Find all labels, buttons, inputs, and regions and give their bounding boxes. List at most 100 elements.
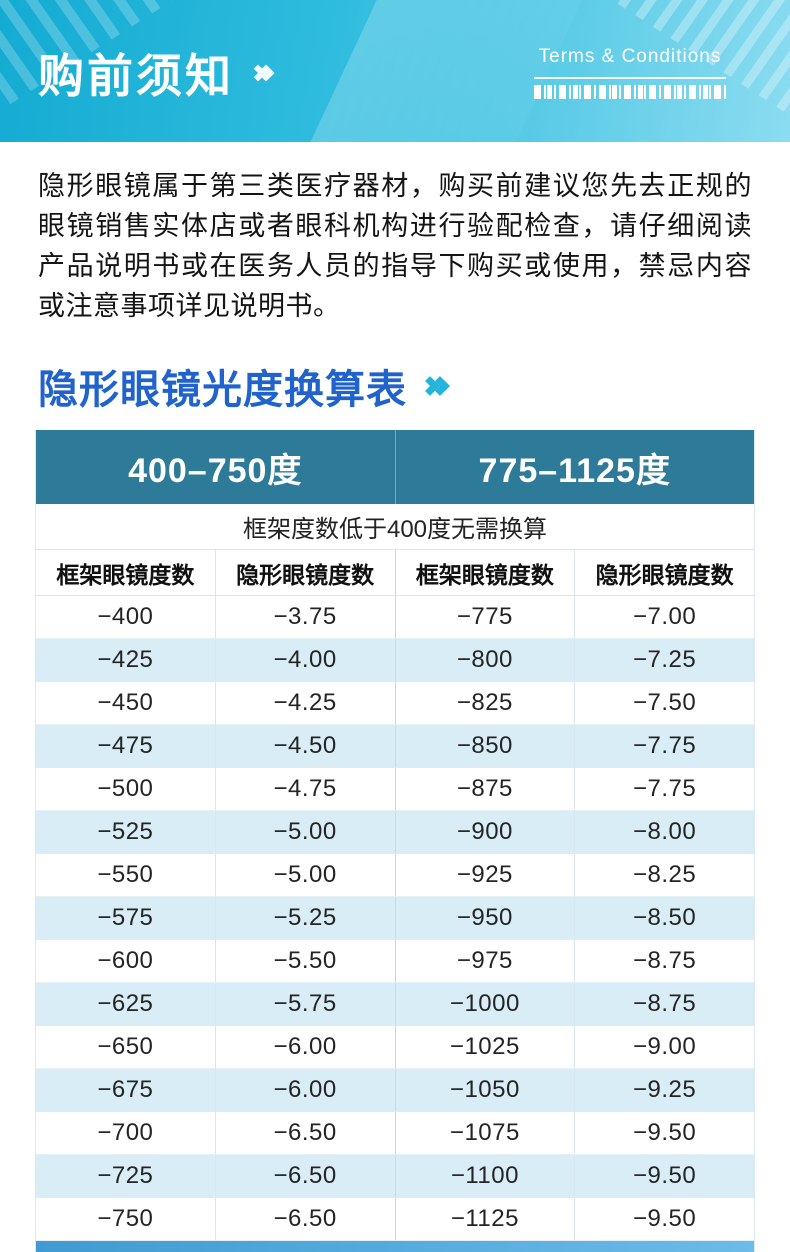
table-row: −675 −6.00 −1050 −9.25 [36,1069,754,1112]
table-row: −450 −4.25 −825 −7.50 [36,682,754,725]
table-cell: −6.00 [216,1069,396,1111]
table-cell: −425 [36,639,216,681]
range-header-left: 400–750度 [128,451,303,490]
table-row: −750 −6.50 −1125 −9.50 [36,1198,754,1241]
table-cell: −550 [36,854,216,896]
table-cell: −600 [36,940,216,982]
table-cell: −8.75 [633,947,697,974]
range-header-right: 775–1125度 [394,430,755,504]
table-cell: −7.75 [633,732,697,759]
table-row: −600 −5.50 −975 −8.75 [36,940,754,983]
barcode-icon [534,77,726,99]
table-row: −550 −5.00 −925 −8.25 [36,854,754,897]
table-cell: −900 [396,811,576,853]
table-column-headers: 框架眼镜度数 隐形眼镜度数 框架眼镜度数 隐形眼镜度数 [36,550,754,596]
table-cell: −5.00 [216,811,396,853]
table-cell: −5.50 [216,940,396,982]
table-cell: −625 [36,983,216,1025]
table-cell: −8.75 [633,990,697,1017]
table-cell: −6.00 [216,1026,396,1068]
column-header: 框架眼镜度数 [396,550,576,595]
table-cell: −6.50 [216,1198,396,1240]
table-cell: −9.25 [633,1076,697,1103]
table-cell: −800 [396,639,576,681]
table-cell: −925 [396,854,576,896]
table-row: −500 −4.75 −875 −7.75 [36,768,754,811]
table-cell: −1025 [396,1026,576,1068]
table-cell: −575 [36,897,216,939]
table-cell: −4.00 [216,639,396,681]
table-cell: −875 [396,768,576,810]
table-cell: −1125 [396,1198,576,1240]
column-header: 框架眼镜度数 [36,550,216,595]
table-row: −650 −6.00 −1025 −9.00 [36,1026,754,1069]
barcode-bars-decoration [534,85,726,99]
table-body: −400 −3.75 −775 −7.00 −425 −4.00 −800 −7.25 −450… [36,596,754,1241]
banner-title-group: 购前须知 [38,40,275,106]
table-row: −700 −6.50 −1075 −9.50 [36,1112,754,1155]
table-cell: −9.00 [633,1033,697,1060]
table-cell: −9.50 [633,1205,697,1232]
section-title: 隐形眼镜光度换算表 [38,368,407,412]
table-range-header: 400–750度 775–1125度 [36,430,754,504]
section-title-row: 隐形眼镜光度换算表 [38,362,752,412]
table-cell: −4.25 [216,682,396,724]
table-cell: −5.25 [216,897,396,939]
table-cell: −7.50 [633,689,697,716]
table-cell: −8.25 [633,861,697,888]
terms-label: Terms & Conditions [538,46,722,67]
table-cell: −8.00 [633,818,697,845]
table-cell: −950 [396,897,576,939]
table-cell: −4.75 [216,768,396,810]
terms-block: Terms & Conditions [534,46,726,99]
table-row: −400 −3.75 −775 −7.00 [36,596,754,639]
table-cell: −6.50 [216,1155,396,1197]
page-title: 购前须知 [38,50,234,102]
column-header: 隐形眼镜度数 [595,561,734,588]
table-cell: −7.25 [633,646,697,673]
table-note: 框架度数低于400度无需换算 [36,504,754,550]
table-cell: −9.50 [633,1162,697,1189]
table-cell: −7.75 [633,775,697,802]
table-cell: −750 [36,1198,216,1240]
table-row: −575 −5.25 −950 −8.50 [36,897,754,940]
table-row: −475 −4.50 −850 −7.75 [36,725,754,768]
header-banner: 购前须知 Terms & Conditions [0,0,790,142]
table-cell: −975 [396,940,576,982]
table-cell: −850 [396,725,576,767]
notice-text: 隐形眼镜属于第三类医疗器材，购买前建议您先去正规的眼镜销售实体店或者眼科机构进行… [38,171,752,321]
table-cell: −450 [36,682,216,724]
table-cell: −1000 [396,983,576,1025]
table-cell: −6.50 [216,1112,396,1154]
table-row: −725 −6.50 −1100 −9.50 [36,1155,754,1198]
table-cell: −5.00 [216,854,396,896]
table-cell: −1100 [396,1155,576,1197]
bottom-accent-bar [36,1241,754,1252]
table-row: −625 −5.75 −1000 −8.75 [36,983,754,1026]
table-cell: −525 [36,811,216,853]
table-cell: −775 [396,596,576,638]
table-cell: −3.75 [216,596,396,638]
table-cell: −4.50 [216,725,396,767]
table-cell: −675 [36,1069,216,1111]
table-row: −525 −5.00 −900 −8.00 [36,811,754,854]
table-cell: −7.00 [633,603,697,630]
table-cell: −825 [396,682,576,724]
table-cell: −725 [36,1155,216,1197]
double-chevron-icon [249,64,275,82]
table-cell: −475 [36,725,216,767]
table-cell: −9.50 [633,1119,697,1146]
table-cell: −8.50 [633,904,697,931]
table-row: −425 −4.00 −800 −7.25 [36,639,754,682]
column-header: 隐形眼镜度数 [216,550,396,595]
double-chevron-icon [420,376,450,396]
table-cell: −1050 [396,1069,576,1111]
table-cell: −5.75 [216,983,396,1025]
table-cell: −500 [36,768,216,810]
table-cell: −700 [36,1112,216,1154]
table-cell: −1075 [396,1112,576,1154]
table-cell: −650 [36,1026,216,1068]
table-cell: −400 [36,596,216,638]
conversion-table: 400–750度 775–1125度 框架度数低于400度无需换算 框架眼镜度数… [35,430,755,1252]
